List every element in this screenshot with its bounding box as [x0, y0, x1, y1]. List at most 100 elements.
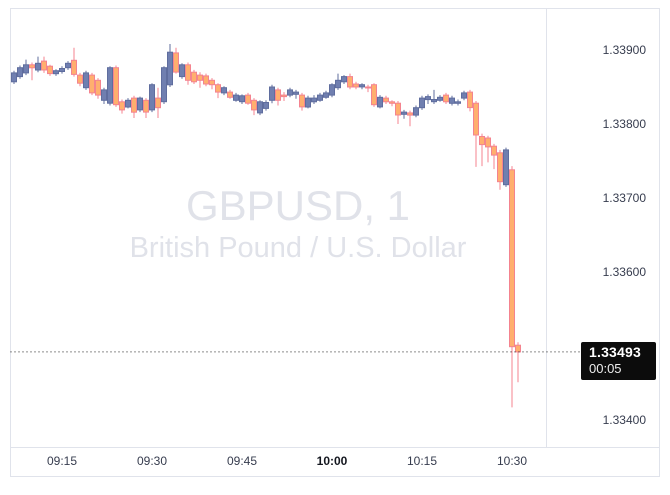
candle-body — [317, 94, 323, 101]
candle-body — [167, 51, 173, 86]
candle-body — [239, 95, 245, 103]
last-price-label: 1.33493 00:05 — [581, 341, 656, 380]
candle-body — [377, 96, 383, 108]
candle-body — [467, 91, 473, 109]
candle-body — [395, 102, 401, 116]
candle-body — [95, 79, 101, 96]
candle-body — [455, 101, 461, 104]
candle-body — [389, 101, 395, 104]
chart-frame — [10, 8, 660, 477]
candle-body — [431, 99, 437, 103]
candle-body — [449, 97, 455, 104]
candle-body — [491, 145, 497, 156]
candle-body — [293, 91, 299, 95]
candle-body — [461, 92, 467, 99]
candle-body — [275, 89, 281, 101]
candle-body — [323, 92, 329, 98]
candlestick-series[interactable] — [11, 44, 521, 408]
candle-body — [131, 97, 137, 113]
candle-body — [149, 84, 155, 111]
candle-body — [437, 96, 443, 101]
candle-body — [143, 99, 149, 113]
candle-body — [113, 67, 119, 106]
candle-body — [215, 84, 221, 93]
candle-body — [233, 94, 239, 101]
candle-body — [485, 137, 491, 148]
candle-body — [443, 94, 449, 103]
candle-body — [23, 64, 29, 74]
time-tick-label: 09:30 — [136, 454, 168, 468]
candle-body — [305, 97, 311, 108]
candle-body — [83, 72, 89, 89]
candle-body — [47, 65, 53, 75]
candle-body — [59, 68, 65, 72]
candle-body — [341, 76, 347, 83]
candle-body — [209, 79, 215, 86]
candle-body — [137, 97, 143, 111]
bar-countdown-timer: 00:05 — [589, 360, 622, 376]
price-tick-label: 1.33400 — [602, 413, 646, 428]
candle-body — [371, 84, 377, 106]
candle-body — [179, 64, 185, 78]
candle-body — [71, 59, 77, 75]
time-tick-label: 10:30 — [496, 454, 528, 468]
candle-body — [419, 97, 425, 109]
candle-body — [407, 112, 413, 116]
candle-body — [185, 64, 191, 81]
time-tick-label: 09:45 — [226, 454, 258, 468]
candle-body — [281, 94, 287, 98]
candle-body — [497, 152, 503, 183]
candle-body — [353, 83, 359, 88]
candle-body — [425, 96, 431, 101]
candle-body — [125, 99, 131, 108]
candle-body — [197, 74, 203, 81]
candle-body — [221, 87, 227, 94]
candle-body — [347, 76, 353, 88]
candle-body — [203, 75, 209, 85]
candle-body — [413, 107, 419, 116]
time-tick-label: 09:15 — [46, 454, 78, 468]
candle-body — [65, 62, 71, 69]
candle-body — [287, 89, 293, 96]
candle-body — [365, 86, 371, 89]
price-tick-label: 1.33600 — [602, 265, 646, 280]
candle-body — [473, 102, 479, 136]
time-tick-label: 10:00 — [316, 454, 348, 468]
price-scale[interactable]: 1.33900 1.33800 1.33700 1.33600 1.33400 — [546, 8, 660, 447]
candle-body — [257, 101, 263, 114]
candle-body — [263, 102, 269, 109]
candle-body — [299, 94, 305, 108]
candle-body — [401, 111, 407, 115]
candle-body — [479, 136, 485, 146]
candle-body — [359, 84, 365, 88]
candle-body — [77, 74, 83, 84]
time-tick-label: 10:15 — [406, 454, 438, 468]
candle-body — [107, 67, 113, 104]
candle-body — [119, 101, 125, 111]
candle-body — [335, 79, 341, 89]
candle-body — [503, 149, 509, 186]
candle-body — [329, 84, 335, 96]
candle-body — [245, 94, 251, 104]
candle-body — [227, 91, 233, 98]
price-tick-label: 1.33800 — [602, 117, 646, 132]
candle-body — [53, 70, 59, 75]
candle-body — [17, 67, 23, 78]
time-scale[interactable]: 09:15 09:30 09:45 10:00 10:15 10:30 — [10, 447, 660, 477]
candle-body — [29, 64, 35, 69]
candle-body — [251, 99, 257, 111]
candle-body — [173, 52, 179, 73]
candle-body — [515, 344, 521, 353]
last-price-value: 1.33493 — [589, 343, 642, 360]
candle-body — [101, 89, 107, 101]
candle-body — [35, 62, 41, 71]
candle-body — [191, 71, 197, 83]
candle-body — [11, 72, 17, 83]
candle-body — [89, 74, 95, 94]
candle-body — [155, 97, 161, 109]
candle-body — [311, 97, 317, 103]
price-tick-label: 1.33700 — [602, 191, 646, 206]
price-tick-label: 1.33900 — [602, 43, 646, 58]
